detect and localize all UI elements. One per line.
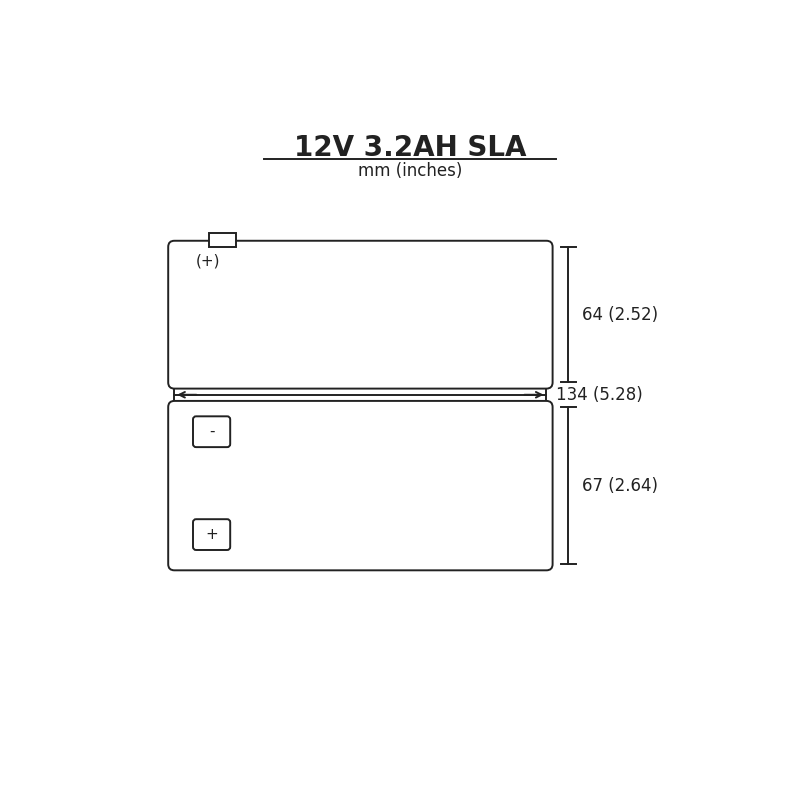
FancyBboxPatch shape — [168, 241, 553, 389]
Text: 64 (2.52): 64 (2.52) — [582, 306, 658, 324]
Text: 67 (2.64): 67 (2.64) — [582, 477, 658, 494]
Text: mm (inches): mm (inches) — [358, 162, 462, 180]
Text: -: - — [209, 424, 214, 439]
FancyBboxPatch shape — [193, 416, 230, 447]
Text: (+): (+) — [196, 253, 221, 268]
FancyBboxPatch shape — [168, 401, 553, 570]
Text: 134 (5.28): 134 (5.28) — [556, 386, 642, 404]
Bar — [209, 234, 237, 247]
FancyBboxPatch shape — [193, 519, 230, 550]
Text: 12V 3.2AH SLA: 12V 3.2AH SLA — [294, 134, 526, 162]
Text: +: + — [206, 527, 218, 542]
